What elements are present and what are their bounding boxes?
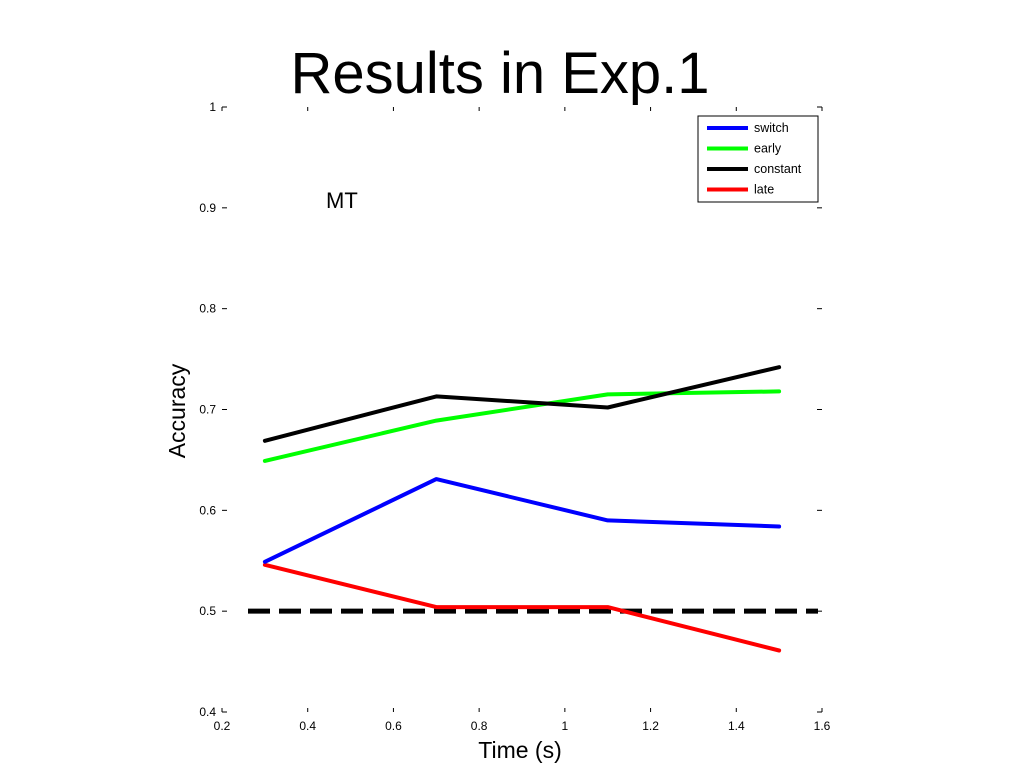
y-tick-label: 0.8 (199, 302, 216, 316)
y-tick-label: 0.6 (199, 503, 216, 517)
chart-annotation: MT (326, 188, 358, 213)
y-axis-label: Accuracy (164, 363, 190, 458)
legend-label-constant: constant (754, 162, 802, 176)
legend-label-switch: switch (754, 121, 789, 135)
x-tick-label: 1.4 (728, 719, 745, 733)
x-tick-label: 1 (562, 719, 569, 733)
legend-label-early: early (754, 142, 782, 156)
series-line-early (262, 389, 782, 463)
x-tick-label: 0.4 (299, 719, 316, 733)
series-group (262, 365, 782, 653)
slide-title: Results in Exp.1 (290, 41, 710, 106)
x-tick-label: 1.6 (814, 719, 831, 733)
legend-label-late: late (754, 183, 774, 197)
y-tick-label: 0.4 (199, 705, 216, 719)
series-line-constant (262, 365, 782, 443)
series-line-switch (262, 477, 782, 564)
x-tick-label: 1.2 (642, 719, 659, 733)
axes: 0.2 0.4 0.6 0.8 1 1.2 1.4 1.60.40.50.60.70.80.9… (199, 100, 830, 733)
y-tick-label: 0.5 (199, 604, 216, 618)
series-line-late (262, 562, 782, 653)
x-tick-label: 0.8 (471, 719, 488, 733)
x-axis-label: Time (s) (478, 737, 561, 763)
legend: switch early constant late (697, 115, 819, 203)
x-tick-label: 0.2 (214, 719, 231, 733)
y-tick-label: 0.9 (199, 201, 216, 215)
x-tick-label: 0.6 (385, 719, 402, 733)
y-tick-label: 1 (209, 100, 216, 114)
y-tick-label: 0.7 (199, 403, 216, 417)
